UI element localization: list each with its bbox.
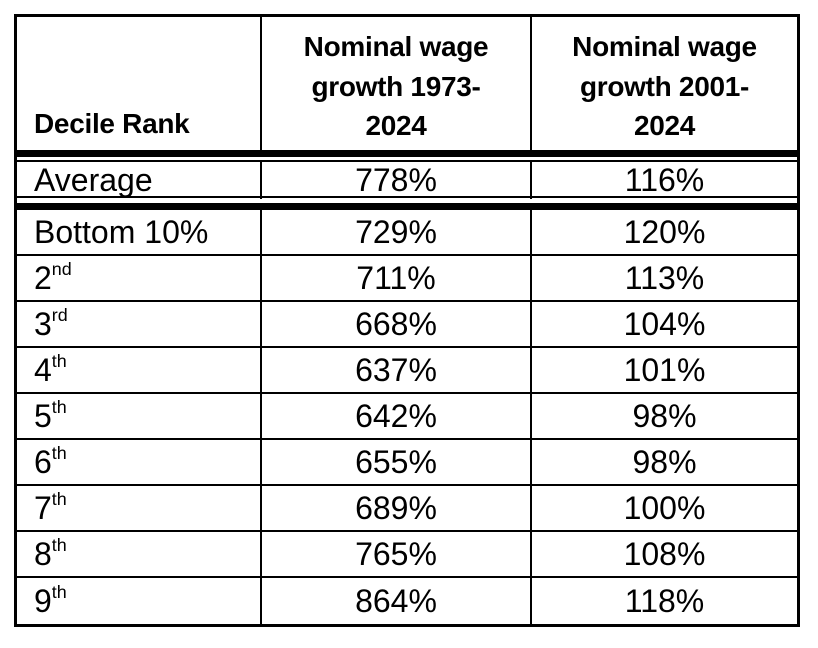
growth-2001-cell: 120% — [530, 210, 797, 254]
decile-rank-label: 9 — [34, 582, 52, 619]
thick-divider-bottom — [17, 203, 797, 210]
growth-2001-cell: 108% — [530, 532, 797, 576]
header-growth-2001-2024: Nominal wage growth 2001- 2024 — [530, 17, 797, 150]
growth-2001-cell: 100% — [530, 486, 797, 530]
divider-gap — [17, 198, 797, 203]
header-growth-1973-2024: Nominal wage growth 1973- 2024 — [260, 17, 530, 150]
growth-1973-cell: 689% — [260, 486, 530, 530]
growth-2001-cell: 104% — [530, 302, 797, 346]
decile-rank-label: Bottom 10% — [34, 213, 209, 250]
decile-rank-label: 6 — [34, 443, 52, 480]
growth-1973-cell: 729% — [260, 210, 530, 254]
growth-1973-cell: 637% — [260, 348, 530, 392]
decile-rank-label: 3 — [34, 305, 52, 342]
decile-rank-label: 2 — [34, 259, 52, 296]
decile-rank-cell: Bottom 10% — [17, 210, 260, 254]
growth-1973-cell: 711% — [260, 256, 530, 300]
decile-rank-label: 8 — [34, 535, 52, 572]
decile-rank-cell: Average — [34, 162, 153, 198]
table-header-row: Decile Rank Nominal wage growth 1973- 20… — [17, 17, 797, 150]
growth-1973-cell: 778% — [260, 162, 530, 199]
growth-2001-cell: 113% — [530, 256, 797, 300]
growth-1973-cell: 765% — [260, 532, 530, 576]
header-decile-rank: Decile Rank — [34, 108, 190, 140]
decile-rank-label: 4 — [34, 351, 52, 388]
growth-2001-cell: 116% — [530, 162, 797, 199]
thick-divider-top — [17, 150, 797, 157]
growth-1973-cell: 642% — [260, 394, 530, 438]
growth-2001-cell: 101% — [530, 348, 797, 392]
table-row: Bottom 10% 729% 120% — [17, 210, 797, 256]
decile-rank-label: 5 — [34, 397, 52, 434]
growth-2001-cell: 98% — [530, 440, 797, 484]
divider-gap — [17, 157, 797, 160]
growth-2001-cell: 118% — [530, 578, 797, 624]
growth-1973-cell: 668% — [260, 302, 530, 346]
average-row: Average 778% 116% — [17, 160, 797, 199]
growth-1973-cell: 655% — [260, 440, 530, 484]
decile-rank-label: 7 — [34, 489, 52, 526]
growth-1973-cell: 864% — [260, 578, 530, 624]
wage-growth-table: Decile Rank Nominal wage growth 1973- 20… — [14, 14, 800, 627]
growth-2001-cell: 98% — [530, 394, 797, 438]
